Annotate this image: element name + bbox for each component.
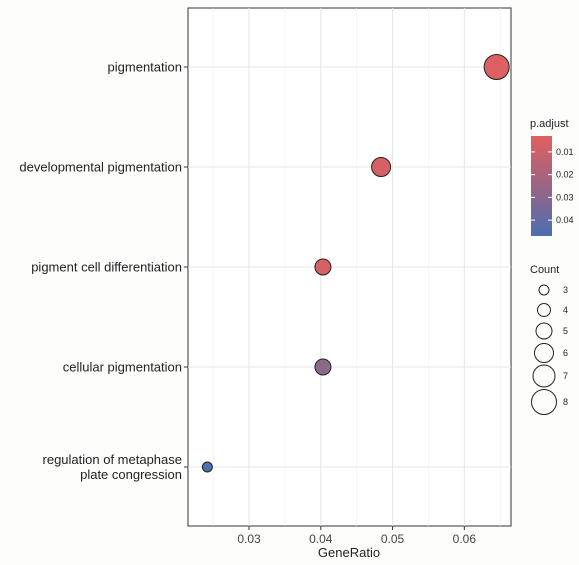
color-legend-label: 0.04	[556, 215, 574, 225]
size-legend-label: 8	[563, 397, 568, 407]
x-axis: 0.03 0.04 0.05 0.06	[237, 526, 476, 546]
data-point	[314, 258, 332, 276]
size-legend-circle	[531, 389, 557, 415]
size-legend-circle	[532, 364, 556, 388]
x-tick-label: 0.04	[309, 532, 333, 546]
data-point	[371, 157, 392, 177]
color-legend-title: p.adjust	[530, 118, 569, 130]
x-tick-label: 0.03	[237, 532, 261, 546]
y-tick-label: pigment cell differentiation	[31, 260, 182, 275]
color-legend-label: 0.02	[556, 170, 574, 180]
size-legend-label: 4	[563, 305, 568, 315]
size-legend-label: 3	[563, 285, 568, 295]
y-tick-label: cellular pigmentation	[63, 360, 182, 375]
color-legend-label: 0.01	[556, 147, 574, 157]
x-axis-title: GeneRatio	[318, 545, 380, 560]
size-legend-circle	[534, 343, 554, 363]
x-tick-label: 0.06	[453, 532, 477, 546]
y-tick-label: developmental pigmentation	[19, 160, 182, 175]
size-legend-circle	[538, 284, 550, 296]
data-points	[201, 54, 510, 473]
data-point	[201, 461, 213, 473]
y-tick-label: plate congression	[80, 467, 182, 482]
color-legend: p.adjust 0.01 0.02 0.03 0.04	[530, 118, 574, 236]
size-legend-label: 5	[563, 326, 568, 336]
data-point	[483, 54, 510, 80]
y-tick-label: regulation of metaphase	[43, 452, 182, 467]
data-point	[314, 358, 332, 376]
color-legend-bar	[531, 136, 552, 236]
x-tick-label: 0.05	[381, 532, 405, 546]
size-legend-circle	[537, 303, 551, 317]
size-legend-label: 6	[563, 348, 568, 358]
y-tick-label: pigmentation	[108, 60, 182, 75]
color-legend-label: 0.03	[556, 192, 574, 202]
size-legend-label: 7	[563, 371, 568, 381]
size-legend-circle	[535, 322, 553, 340]
size-legend-title: Count	[530, 264, 559, 276]
y-axis: pigmentation developmental pigmentation pi…	[19, 60, 188, 482]
size-legend: Count 3 4 5 6 7 8	[530, 264, 568, 415]
grid-lines	[188, 8, 511, 526]
